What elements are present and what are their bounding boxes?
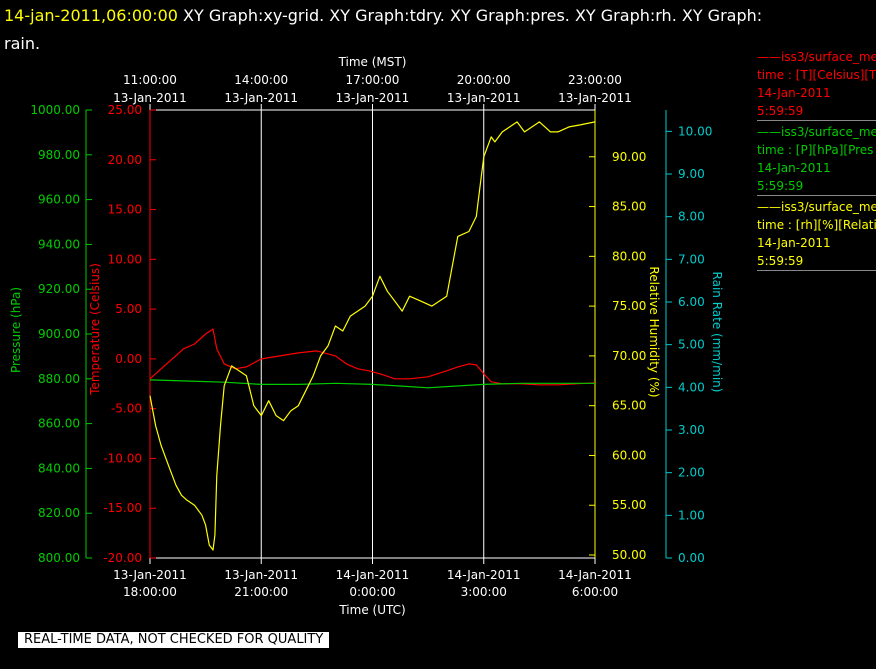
temperature-tick-label-8: 20.00	[108, 153, 142, 167]
rain-tick-label-9: 9.00	[678, 167, 705, 181]
top-tick-date-label-2: 13-Jan-2011	[336, 91, 410, 105]
humidity-tick-label-8: 90.00	[612, 150, 646, 164]
legend-entry-humidity-field: time : [rh][%][Relati	[757, 218, 876, 232]
humidity-tick-label-3: 65.00	[612, 399, 646, 413]
legend-entry-humidity[interactable]: ——iss3/surface_me time : [rh][%][Relati …	[757, 198, 876, 271]
bottom-tick-time-label-0: 18:00:00	[123, 585, 177, 599]
rain-tick-label-3: 3.00	[678, 423, 705, 437]
top-tick-time-label-4: 23:00:00	[568, 73, 622, 87]
humidity-tick-label-6: 80.00	[612, 249, 646, 263]
temperature-series-line	[149, 328, 596, 386]
temperature-tick-label-3: -5.00	[111, 402, 142, 416]
bottom-tick-date-label-3: 14-Jan-2011	[447, 568, 521, 582]
rain-tick-label-0: 0.00	[678, 551, 705, 565]
title-graph-list-wrap: rain.	[4, 34, 41, 53]
bottom-axis-title: Time (UTC)	[338, 603, 405, 617]
rain-tick-label-10: 10.00	[678, 124, 712, 138]
pressure-tick-label-2: 840.00	[38, 461, 80, 475]
top-axis-title: Time (MST)	[338, 55, 407, 69]
humidity-axis-title: Relative Humidity (%)	[647, 266, 661, 397]
rain-tick-label-1: 1.00	[678, 508, 705, 522]
temperature-tick-label-6: 10.00	[108, 252, 142, 266]
pressure-series-line	[149, 379, 595, 389]
humidity-tick-label-4: 70.00	[612, 349, 646, 363]
top-tick-time-label-0: 11:00:00	[123, 73, 177, 87]
bottom-tick-date-label-1: 13-Jan-2011	[224, 568, 298, 582]
pressure-tick-label-10: 1000.00	[30, 103, 80, 117]
legend-entry-pressure-date: 14-Jan-2011	[757, 161, 831, 175]
top-tick-date-label-4: 13-Jan-2011	[558, 91, 632, 105]
graph-title: 14-jan-2011,06:00:00 XY Graph:xy-grid. X…	[4, 2, 864, 58]
rain-tick-label-6: 6.00	[678, 295, 705, 309]
humidity-tick-label-7: 85.00	[612, 200, 646, 214]
legend: ——iss3/surface_me time : [T][Celsius][T …	[757, 48, 876, 273]
bottom-tick-time-label-1: 21:00:00	[234, 585, 288, 599]
pressure-tick-label-8: 960.00	[38, 193, 80, 207]
top-tick-time-label-1: 14:00:00	[234, 73, 288, 87]
bottom-tick-date-label-0: 13-Jan-2011	[113, 568, 187, 582]
title-timestamp: 14-jan-2011,06:00:00	[4, 6, 178, 25]
pressure-tick-label-6: 920.00	[38, 282, 80, 296]
legend-entry-humidity-date: 14-Jan-2011	[757, 236, 831, 250]
pressure-tick-label-1: 820.00	[38, 506, 80, 520]
bottom-tick-time-label-4: 6:00:00	[572, 585, 618, 599]
rain-tick-label-2: 2.00	[678, 466, 705, 480]
legend-entry-temperature-time: 5:59:59	[757, 104, 804, 118]
top-tick-date-label-0: 13-Jan-2011	[113, 91, 187, 105]
temperature-axis-title: Temperature (Celsius)	[88, 263, 102, 396]
temperature-tick-label-5: 5.00	[115, 302, 142, 316]
pressure-axis-title: Pressure (hPa)	[9, 287, 23, 373]
temperature-tick-label-0: -20.00	[103, 551, 142, 565]
temperature-tick-label-1: -15.00	[103, 501, 142, 515]
pressure-tick-label-5: 900.00	[38, 327, 80, 341]
humidity-tick-label-0: 50.00	[612, 548, 646, 562]
legend-entry-temperature-date: 14-Jan-2011	[757, 86, 831, 100]
temperature-tick-label-2: -10.00	[103, 451, 142, 465]
humidity-tick-label-5: 75.00	[612, 299, 646, 313]
legend-entry-humidity-time: 5:59:59	[757, 254, 804, 268]
pressure-tick-label-0: 800.00	[38, 551, 80, 565]
bottom-tick-time-label-3: 3:00:00	[461, 585, 507, 599]
humidity-series-line	[149, 121, 596, 551]
humidity-tick-label-1: 55.00	[612, 498, 646, 512]
series-layer	[149, 121, 596, 551]
top-tick-time-label-3: 20:00:00	[457, 73, 511, 87]
rain-tick-label-4: 4.00	[678, 380, 705, 394]
legend-entry-pressure-source: ——iss3/surface_me	[757, 125, 876, 139]
legend-entry-pressure-field: time : [P][hPa][Pres	[757, 143, 874, 157]
bottom-tick-date-label-2: 14-Jan-2011	[336, 568, 410, 582]
legend-entry-pressure-time: 5:59:59	[757, 179, 804, 193]
pressure-tick-label-7: 940.00	[38, 237, 80, 251]
legend-entry-temperature-source: ——iss3/surface_me	[757, 50, 876, 64]
quality-warning-banner: REAL-TIME DATA, NOT CHECKED FOR QUALITY	[18, 632, 330, 648]
legend-entry-temperature-field: time : [T][Celsius][T	[757, 68, 876, 82]
legend-entry-temperature[interactable]: ——iss3/surface_me time : [T][Celsius][T …	[757, 48, 876, 121]
rain-tick-label-7: 7.00	[678, 252, 705, 266]
pressure-tick-label-9: 980.00	[38, 148, 80, 162]
rain-axis-title: Rain Rate (mm/min)	[710, 272, 724, 393]
legend-entry-humidity-source: ——iss3/surface_me	[757, 200, 876, 214]
temperature-tick-label-4: 0.00	[115, 352, 142, 366]
bottom-tick-date-label-4: 14-Jan-2011	[558, 568, 632, 582]
rain-tick-label-5: 5.00	[678, 338, 705, 352]
axes-layer	[85, 104, 672, 564]
top-tick-date-label-1: 13-Jan-2011	[224, 91, 298, 105]
top-tick-date-label-3: 13-Jan-2011	[447, 91, 521, 105]
legend-entry-pressure[interactable]: ——iss3/surface_me time : [P][hPa][Pres 1…	[757, 123, 876, 196]
labels-layer: 11:00:00 13-Jan-2011 14:00:00 13-Jan-2011 17…	[9, 55, 724, 617]
bottom-tick-time-label-2: 0:00:00	[349, 585, 395, 599]
humidity-tick-label-2: 60.00	[612, 448, 646, 462]
title-graph-list: XY Graph:xy-grid. XY Graph:tdry. XY Grap…	[177, 6, 763, 25]
temperature-tick-label-7: 15.00	[108, 203, 142, 217]
pressure-tick-label-3: 860.00	[38, 417, 80, 431]
pressure-tick-label-4: 880.00	[38, 372, 80, 386]
temperature-tick-label-9: 25.00	[108, 103, 142, 117]
rain-tick-label-8: 8.00	[678, 210, 705, 224]
top-tick-time-label-2: 17:00:00	[346, 73, 400, 87]
